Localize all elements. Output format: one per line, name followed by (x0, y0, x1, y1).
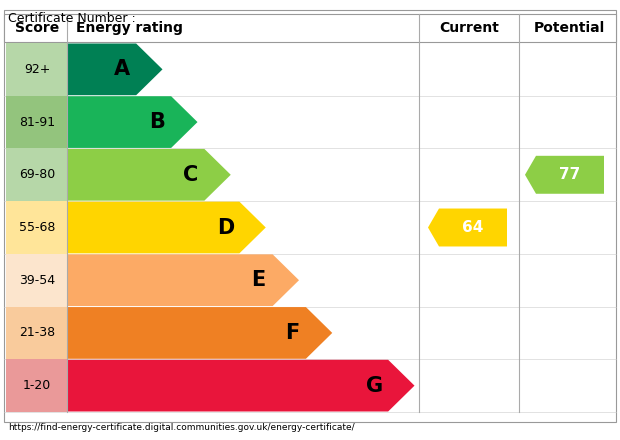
Text: 77: 77 (559, 167, 580, 182)
Bar (6, 96, 68, 148)
Polygon shape (68, 96, 198, 148)
Bar (4, 14, 616, 42)
Text: E: E (252, 270, 266, 290)
Polygon shape (68, 202, 266, 253)
Bar (6, 43, 68, 96)
Polygon shape (68, 307, 332, 359)
Text: 69-80: 69-80 (19, 168, 55, 181)
Polygon shape (68, 44, 162, 95)
Text: 64: 64 (463, 220, 484, 235)
Text: Certificate Number :: Certificate Number : (8, 12, 136, 25)
Text: Energy rating: Energy rating (76, 21, 183, 35)
Bar (6, 201, 68, 254)
Polygon shape (525, 156, 604, 194)
Text: D: D (217, 217, 234, 238)
Bar (6, 254, 68, 307)
Text: 55-68: 55-68 (19, 221, 55, 234)
Bar (6, 148, 68, 201)
Text: 81-91: 81-91 (19, 116, 55, 128)
Polygon shape (68, 254, 299, 306)
Text: https://find-energy-certificate.digital.communities.gov.uk/energy-certificate/: https://find-energy-certificate.digital.… (8, 423, 355, 432)
Text: 21-38: 21-38 (19, 326, 55, 339)
Text: Potential: Potential (533, 21, 604, 35)
Text: B: B (149, 112, 165, 132)
Bar (6, 359, 68, 412)
Text: 92+: 92+ (24, 63, 50, 76)
Polygon shape (428, 209, 507, 246)
Text: A: A (114, 59, 130, 79)
Text: 39-54: 39-54 (19, 274, 55, 287)
Text: F: F (285, 323, 299, 343)
Polygon shape (68, 360, 415, 411)
Text: C: C (183, 165, 198, 185)
Bar (6, 307, 68, 359)
Text: Score: Score (15, 21, 59, 35)
Text: 1-20: 1-20 (23, 379, 51, 392)
Text: Current: Current (439, 21, 499, 35)
Polygon shape (68, 149, 231, 201)
Text: G: G (366, 376, 383, 396)
